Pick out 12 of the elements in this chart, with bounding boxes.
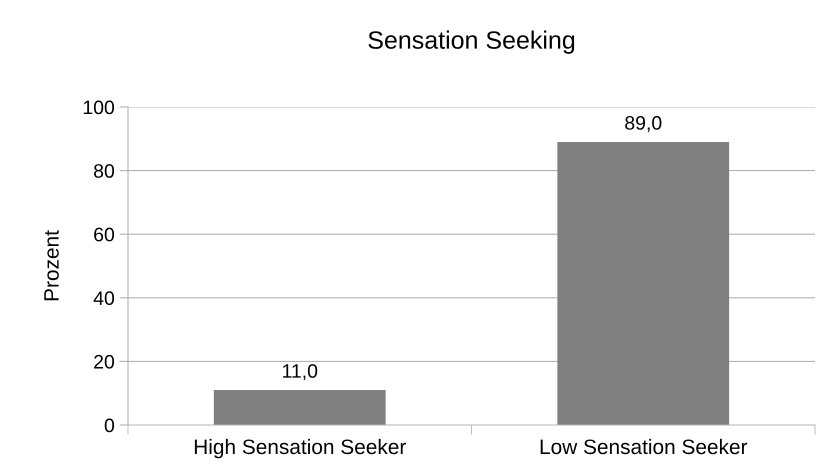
y-tick-label: 0	[104, 418, 114, 432]
x-tick-label: Low Sensation Seeker	[540, 438, 748, 454]
chart-title: Sensation Seeking	[368, 30, 574, 54]
y-axis-title: Prozent	[44, 230, 59, 300]
y-tick-label: 80	[94, 164, 114, 178]
y-tick-label: 20	[94, 354, 114, 369]
y-tick-label: 60	[94, 228, 114, 242]
data-label: 89,0	[625, 116, 662, 132]
data-label: 11,0	[283, 364, 318, 380]
y-tick-label: 100	[84, 100, 114, 114]
x-tick-label: High Sensation Seeker	[194, 438, 406, 458]
y-tick-label: 40	[94, 291, 114, 306]
